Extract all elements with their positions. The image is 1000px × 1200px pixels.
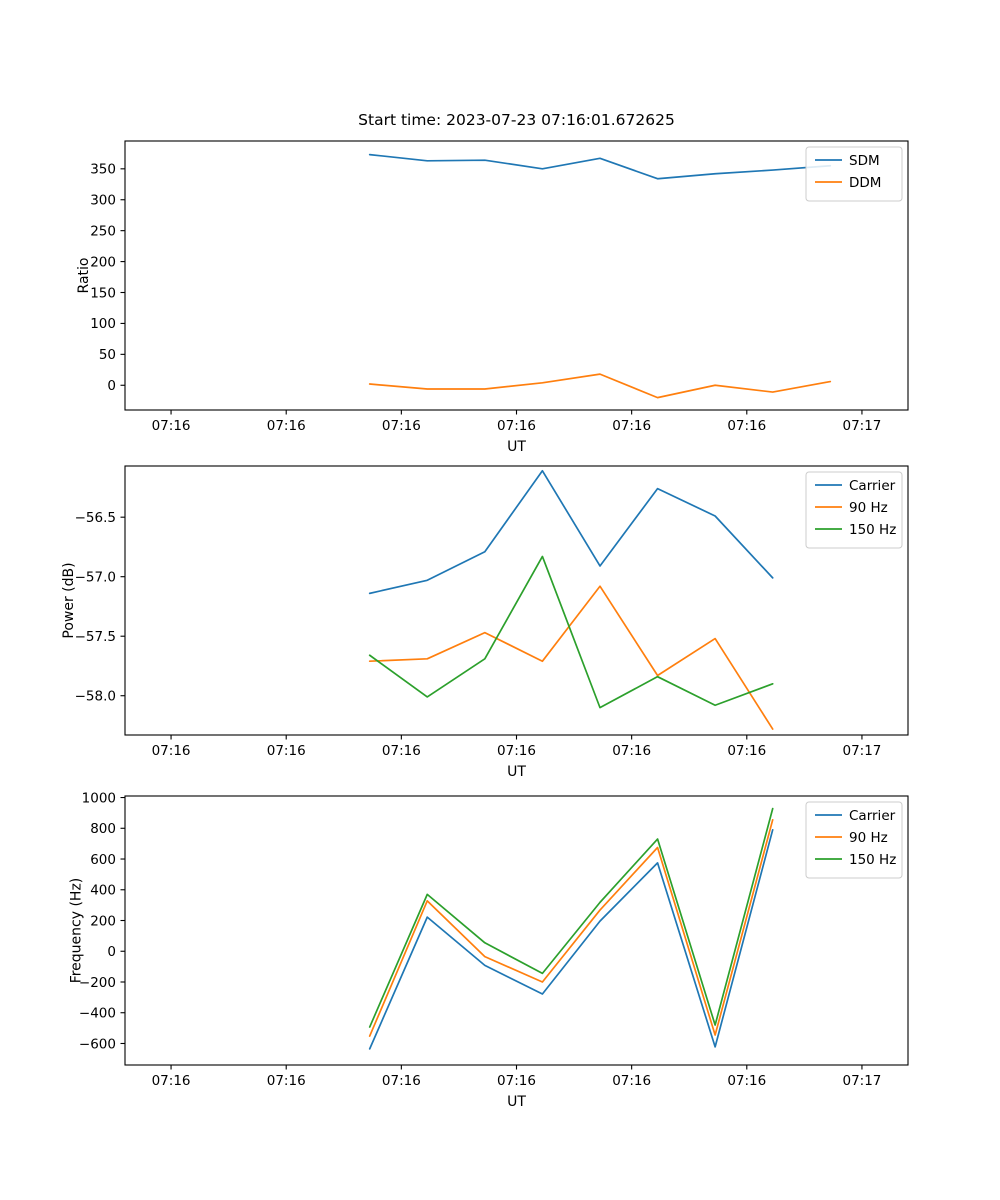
y-tick-label: 600 — [90, 852, 116, 868]
y-tick-label: 800 — [90, 821, 116, 837]
legend-label-carrier: Carrier — [849, 808, 896, 824]
legend-label-90-hz: 90 Hz — [849, 830, 888, 846]
panel-ratio: Start time: 2023-07-23 07:16:01.672625 07… — [0, 110, 1000, 460]
x-tick-label: 07:16 — [612, 418, 651, 434]
x-tick-label: 07:16 — [497, 743, 536, 759]
axes-frame — [124, 140, 909, 411]
y-tick-label: 50 — [99, 347, 116, 363]
y-axis-label: Power (dB) — [61, 562, 77, 638]
x-tick-label: 07:16 — [267, 743, 306, 759]
x-tick-label: 07:16 — [267, 1073, 306, 1089]
series-line-150-hz — [368, 555, 774, 709]
y-axis-label: Frequency (Hz) — [69, 878, 85, 984]
x-axis-label: UT — [507, 1094, 526, 1110]
y-tick-label: 300 — [90, 193, 116, 209]
legend-label-90-hz: 90 Hz — [849, 500, 888, 516]
y-tick-label: 1000 — [82, 790, 116, 806]
y-tick-label: −57.0 — [75, 569, 116, 585]
x-tick-label: 07:17 — [842, 1073, 881, 1089]
y-tick-label: −58.0 — [75, 689, 116, 705]
series-line-sdm — [368, 153, 832, 180]
legend-label-carrier: Carrier — [849, 478, 896, 494]
legend[interactable]: Carrier 90 Hz 150 Hz — [805, 471, 903, 549]
x-tick-label: 07:16 — [382, 743, 421, 759]
y-tick-label: 200 — [90, 913, 116, 929]
plot-area-top: Start time: 2023-07-23 07:16:01.672625 07… — [76, 111, 909, 455]
x-tick-label: 07:16 — [267, 418, 306, 434]
x-tick-label: 07:16 — [727, 743, 766, 759]
x-tick-label: 07:16 — [382, 418, 421, 434]
x-tick-label: 07:17 — [842, 418, 881, 434]
legend[interactable]: Carrier 90 Hz 150 Hz — [805, 801, 903, 879]
y-tick-label: −600 — [79, 1036, 116, 1052]
series-line-90-hz — [368, 818, 774, 1037]
x-tick-label: 07:16 — [612, 1073, 651, 1089]
y-tick-label: 250 — [90, 223, 116, 239]
y-tick-label: 200 — [90, 254, 116, 270]
x-tick-label: 07:17 — [842, 743, 881, 759]
x-tick-label: 07:16 — [727, 418, 766, 434]
x-tick-label: 07:16 — [612, 743, 651, 759]
axes-frame — [124, 795, 909, 1066]
panel-frequency: 07:16 07:16 07:16 07:16 07:16 07:16 07:17 UT −60… — [0, 780, 1000, 1120]
plot-area-middle: 07:16 07:16 07:16 07:16 07:16 07:16 07:17 UT −56… — [61, 465, 909, 780]
series-line-carrier — [368, 828, 774, 1050]
legend-label-150-hz: 150 Hz — [849, 852, 896, 868]
x-tick-label: 07:16 — [152, 1073, 191, 1089]
x-tick-label: 07:16 — [152, 418, 191, 434]
series-line-carrier — [368, 469, 774, 595]
y-tick-label: −56.5 — [75, 510, 116, 526]
x-axis-label: UT — [507, 439, 526, 455]
y-tick-label: −400 — [79, 1006, 116, 1022]
legend[interactable]: SDM DDM — [805, 146, 903, 202]
series-line-90-hz — [368, 585, 774, 730]
figure-title: Start time: 2023-07-23 07:16:01.672625 — [358, 111, 675, 129]
series-line-ddm — [368, 373, 832, 399]
legend-label-ddm: DDM — [849, 175, 881, 191]
y-axis-label: Ratio — [76, 258, 92, 294]
x-tick-label: 07:16 — [497, 418, 536, 434]
y-tick-label: 150 — [90, 285, 116, 301]
series-line-150-hz — [368, 807, 774, 1028]
x-tick-label: 07:16 — [497, 1073, 536, 1089]
legend-label-150-hz: 150 Hz — [849, 522, 896, 538]
x-tick-label: 07:16 — [152, 743, 191, 759]
x-tick-label: 07:16 — [727, 1073, 766, 1089]
y-tick-label: −57.5 — [75, 629, 116, 645]
legend-label-sdm: SDM — [849, 153, 880, 169]
y-tick-label: 0 — [107, 944, 116, 960]
y-tick-label: 350 — [90, 162, 116, 178]
y-tick-label: −200 — [79, 975, 116, 991]
panel-power: 07:16 07:16 07:16 07:16 07:16 07:16 07:17 UT −56… — [0, 450, 1000, 780]
y-tick-label: 100 — [90, 316, 116, 332]
y-tick-label: 0 — [107, 378, 116, 394]
x-axis-label: UT — [507, 764, 526, 780]
x-tick-label: 07:16 — [382, 1073, 421, 1089]
y-tick-label: 400 — [90, 883, 116, 899]
plot-area-bottom: 07:16 07:16 07:16 07:16 07:16 07:16 07:17 UT −60… — [69, 790, 909, 1110]
